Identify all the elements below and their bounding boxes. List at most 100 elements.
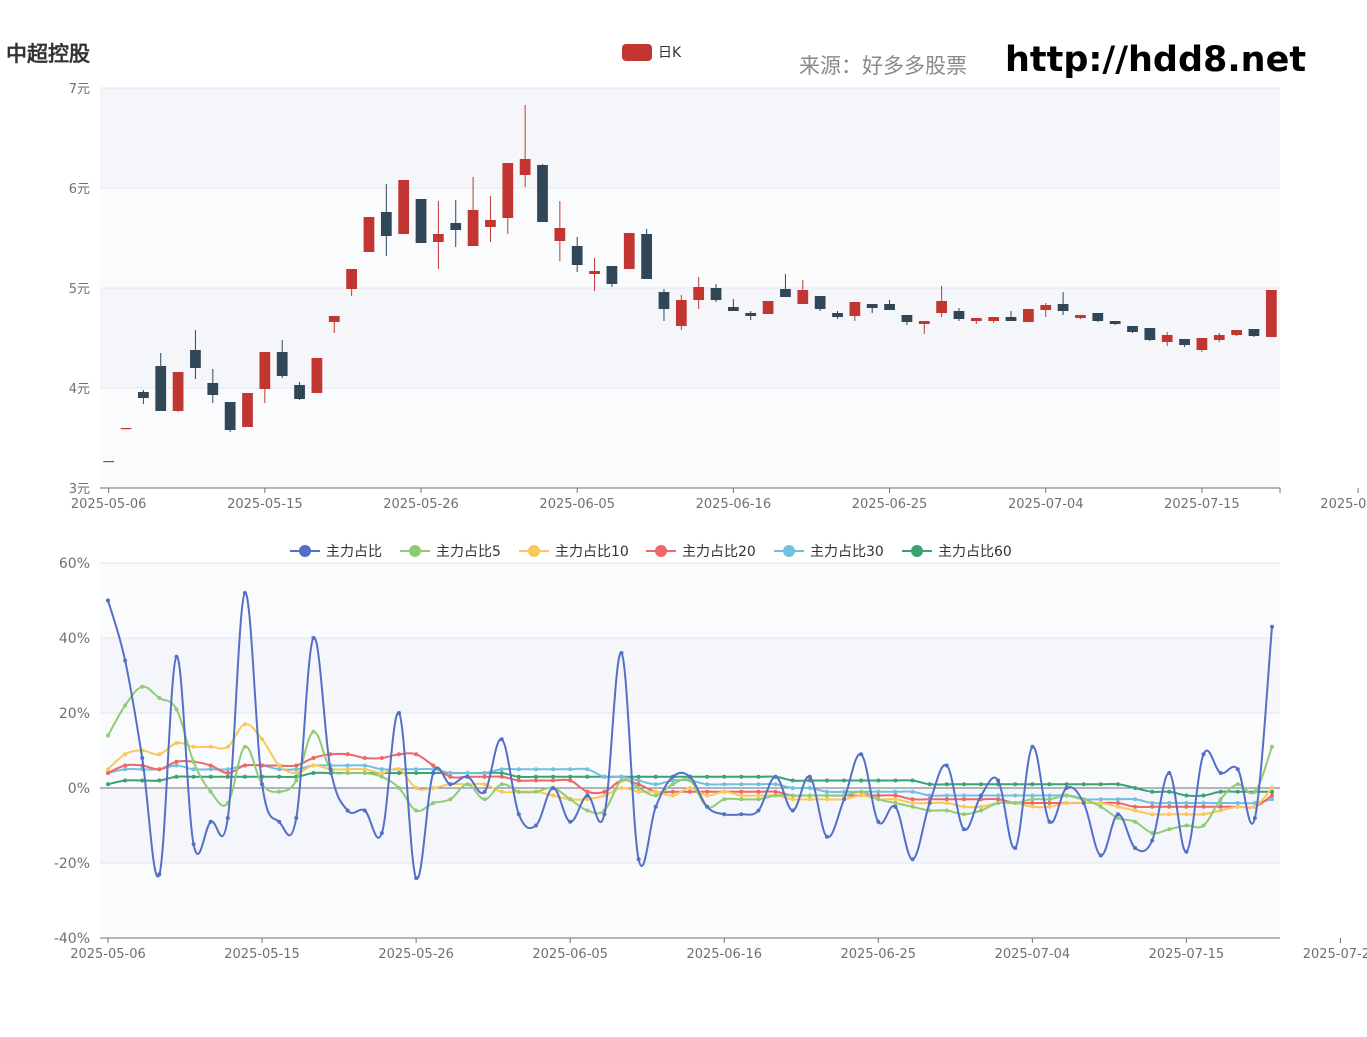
line-legend-item[interactable]: 主力占比5	[400, 544, 501, 560]
candle	[832, 311, 843, 319]
candle-body	[623, 233, 635, 269]
main-force-ratio-chart: -40% -20% 0% 20% 40% 60% 2025-05-06 2025-05-15 2…	[54, 544, 1367, 962]
kline-legend[interactable]: 日K	[622, 42, 681, 62]
series-point	[328, 767, 333, 772]
series-point	[585, 793, 590, 798]
series-point	[431, 763, 436, 768]
candle	[380, 184, 392, 256]
candle-body	[242, 393, 253, 427]
series-point	[140, 756, 145, 760]
series-point	[277, 819, 282, 824]
series-point	[414, 752, 419, 757]
candle	[675, 295, 687, 330]
series-point	[996, 797, 1001, 802]
line-legend-item[interactable]: 主力占比30	[774, 544, 884, 560]
candle	[328, 316, 340, 333]
series-point	[448, 782, 453, 787]
series-point	[516, 789, 521, 794]
candle	[398, 180, 410, 234]
series-point	[653, 774, 658, 779]
series-point	[191, 744, 196, 749]
series-point	[208, 819, 213, 824]
series-point	[944, 801, 949, 805]
series-point	[807, 774, 812, 779]
series-point	[688, 786, 692, 790]
series-point	[397, 771, 401, 775]
series-point	[311, 636, 316, 640]
kline-x-tick: 2025-06-05	[539, 497, 615, 512]
candle-body	[1092, 313, 1104, 321]
series-point	[705, 782, 710, 787]
series-point	[533, 778, 538, 783]
candle	[172, 372, 184, 412]
series-point	[1030, 744, 1035, 749]
series-point	[1184, 804, 1189, 809]
series-point	[636, 789, 641, 794]
candle-body	[901, 315, 913, 322]
series-point	[551, 767, 556, 772]
candle-body	[675, 300, 687, 326]
candle-body	[884, 304, 895, 310]
series-point	[379, 767, 384, 772]
series-point	[636, 786, 641, 790]
candle-body	[519, 159, 531, 175]
series-point	[1115, 801, 1120, 805]
series-point	[893, 801, 898, 805]
series-point	[773, 789, 778, 794]
series-point	[944, 808, 949, 813]
kline-y-tick: 5元	[69, 282, 90, 297]
series-point	[174, 654, 179, 659]
series-point	[944, 763, 949, 768]
site-url[interactable]: http://hdd8.net	[1005, 40, 1307, 80]
candle	[276, 340, 288, 378]
series-point	[670, 774, 675, 779]
series-point	[739, 797, 744, 802]
series-point	[1235, 767, 1240, 772]
series-point	[294, 767, 299, 772]
candle-body	[1144, 328, 1156, 340]
series-point	[1098, 782, 1103, 787]
candle-body	[415, 199, 427, 243]
candle	[1248, 329, 1260, 337]
series-point	[1184, 801, 1189, 805]
series-point	[824, 834, 829, 839]
series-point	[379, 771, 384, 775]
series-point	[225, 767, 230, 772]
series-point	[807, 797, 812, 802]
candle	[936, 286, 947, 317]
series-point	[123, 752, 128, 757]
line-legend-item[interactable]: 主力占比60	[902, 544, 1012, 560]
series-point	[106, 771, 110, 775]
kline-x-tick: 2025-07-04	[1008, 497, 1084, 512]
series-point	[533, 789, 538, 794]
series-point	[1133, 819, 1138, 824]
series-point	[1115, 804, 1120, 809]
series-point	[242, 774, 247, 779]
candle-body	[172, 372, 184, 411]
series-point	[242, 763, 247, 768]
series-point	[1098, 853, 1103, 858]
line-legend-item[interactable]: 主力占比10	[519, 544, 629, 560]
series-point	[1184, 812, 1189, 817]
series-point	[653, 789, 658, 794]
series-point	[979, 793, 983, 798]
series-point	[379, 756, 384, 760]
series-point	[1218, 771, 1223, 775]
series-point	[551, 793, 556, 798]
series-point	[1013, 793, 1018, 798]
series-point	[927, 782, 932, 787]
series-point	[191, 774, 196, 779]
line-legend-item[interactable]: 主力占比20	[646, 544, 756, 560]
series-point	[756, 789, 761, 794]
series-point	[431, 786, 436, 790]
series-point	[465, 782, 470, 787]
series-point	[551, 778, 556, 783]
line-legend-item[interactable]: 主力占比	[290, 544, 382, 560]
series-point	[1150, 838, 1155, 843]
source-label: 来源：好多多股票	[799, 54, 967, 78]
series-point	[773, 774, 778, 779]
candle-body	[328, 316, 340, 322]
candle	[1092, 313, 1104, 322]
series-point	[533, 823, 538, 828]
